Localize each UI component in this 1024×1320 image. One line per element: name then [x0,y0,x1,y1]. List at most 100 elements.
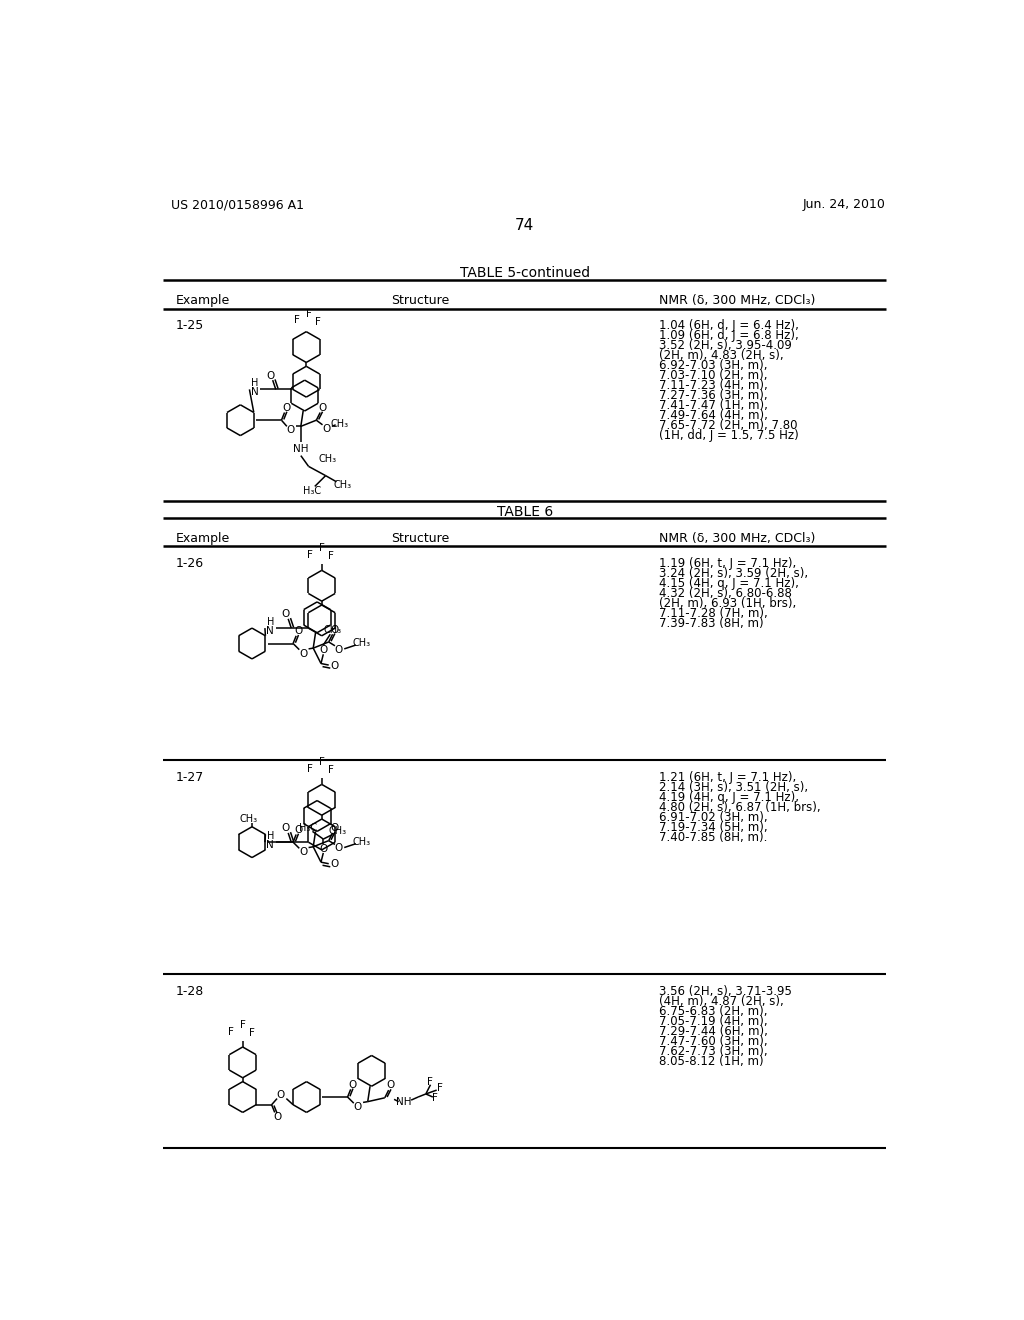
Text: 1-25: 1-25 [176,318,205,331]
Text: H: H [266,616,274,627]
Text: O: O [273,1111,282,1122]
Text: F: F [437,1082,442,1093]
Text: 6.75-6.83 (2H, m),: 6.75-6.83 (2H, m), [658,1006,767,1019]
Text: US 2010/0158996 A1: US 2010/0158996 A1 [171,198,304,211]
Text: 4.19 (4H, q, J = 7.1 Hz),: 4.19 (4H, q, J = 7.1 Hz), [658,792,799,804]
Text: 3.52 (2H, s), 3.95-4.09: 3.52 (2H, s), 3.95-4.09 [658,339,792,351]
Text: 4.80 (2H, s), 6.87 (1H, brs),: 4.80 (2H, s), 6.87 (1H, brs), [658,801,820,814]
Text: 4.32 (2H, s), 6.80-6.88: 4.32 (2H, s), 6.80-6.88 [658,587,792,601]
Text: F: F [249,1028,255,1038]
Text: F: F [427,1077,433,1086]
Text: O: O [330,824,338,833]
Text: (4H, m), 4.87 (2H, s),: (4H, m), 4.87 (2H, s), [658,995,783,1008]
Text: TABLE 6: TABLE 6 [497,506,553,519]
Text: O: O [283,403,291,413]
Text: F: F [307,550,313,560]
Text: 1-27: 1-27 [176,771,205,784]
Text: 7.03-7.10 (2H, m),: 7.03-7.10 (2H, m), [658,368,767,381]
Text: F: F [315,317,321,327]
Text: CH₃: CH₃ [353,837,371,847]
Text: NMR (δ, 300 MHz, CDCl₃): NMR (δ, 300 MHz, CDCl₃) [658,294,815,308]
Text: NH: NH [293,445,308,454]
Text: CH₃: CH₃ [318,454,337,463]
Text: H₃C: H₃C [299,824,316,833]
Text: F: F [307,764,313,774]
Text: F: F [318,758,325,767]
Text: 1.21 (6H, t, J = 7.1 Hz),: 1.21 (6H, t, J = 7.1 Hz), [658,771,796,784]
Text: 7.65-7.72 (2H, m), 7.80: 7.65-7.72 (2H, m), 7.80 [658,418,798,432]
Text: O: O [299,648,307,659]
Text: CH₃: CH₃ [353,639,371,648]
Text: F: F [432,1093,438,1102]
Text: 7.41-7.47 (1H, m),: 7.41-7.47 (1H, m), [658,399,768,412]
Text: O: O [282,610,290,619]
Text: (2H, m), 4.83 (2H, s),: (2H, m), 4.83 (2H, s), [658,348,783,362]
Text: 4.15 (4H, q, J = 7.1 Hz),: 4.15 (4H, q, J = 7.1 Hz), [658,577,799,590]
Text: 1.04 (6H, d, J = 6.4 Hz),: 1.04 (6H, d, J = 6.4 Hz), [658,318,799,331]
Text: (1H, dd, J = 1.5, 7.5 Hz): (1H, dd, J = 1.5, 7.5 Hz) [658,429,799,442]
Text: Jun. 24, 2010: Jun. 24, 2010 [802,198,885,211]
Text: 3.56 (2H, s), 3.71-3.95: 3.56 (2H, s), 3.71-3.95 [658,985,792,998]
Text: N: N [266,841,274,850]
Text: Example: Example [176,532,230,545]
Text: 1.19 (6H, t, J = 7.1 Hz),: 1.19 (6H, t, J = 7.1 Hz), [658,557,796,570]
Text: N: N [266,626,274,636]
Text: O: O [319,645,328,656]
Text: 74: 74 [515,218,535,234]
Text: O: O [319,843,328,854]
Text: 7.11-7.23 (4H, m),: 7.11-7.23 (4H, m), [658,379,768,392]
Text: CH₃: CH₃ [239,814,257,824]
Text: O: O [318,403,327,413]
Text: H₃C: H₃C [303,486,321,496]
Text: 2.14 (3H, s), 3.51 (2H, s),: 2.14 (3H, s), 3.51 (2H, s), [658,781,808,795]
Text: Example: Example [176,294,230,308]
Text: 6.91-7.02 (3H, m),: 6.91-7.02 (3H, m), [658,812,768,825]
Text: 1.09 (6H, d, J = 6.8 Hz),: 1.09 (6H, d, J = 6.8 Hz), [658,329,799,342]
Text: F: F [294,315,300,325]
Text: O: O [323,424,331,434]
Text: 8.05-8.12 (1H, m): 8.05-8.12 (1H, m) [658,1056,764,1068]
Text: 3.24 (2H, s), 3.59 (2H, s),: 3.24 (2H, s), 3.59 (2H, s), [658,568,808,581]
Text: O: O [294,825,303,834]
Text: O: O [353,1102,361,1111]
Text: 7.49-7.64 (4H, m),: 7.49-7.64 (4H, m), [658,409,768,421]
Text: TABLE 5-continued: TABLE 5-continued [460,267,590,280]
Text: (2H, m), 6.93 (1H, brs),: (2H, m), 6.93 (1H, brs), [658,598,796,610]
Text: 7.39-7.83 (8H, m): 7.39-7.83 (8H, m) [658,618,764,631]
Text: 7.62-7.73 (3H, m),: 7.62-7.73 (3H, m), [658,1045,768,1059]
Text: F: F [328,764,334,775]
Text: CH₃: CH₃ [331,418,348,429]
Text: O: O [299,847,307,857]
Text: F: F [328,550,334,561]
Text: CH₃: CH₃ [328,826,346,837]
Text: N: N [251,388,259,397]
Text: CH₃: CH₃ [324,624,342,635]
Text: O: O [387,1081,395,1090]
Text: H: H [251,379,258,388]
Text: 7.40-7.85 (8H, m).: 7.40-7.85 (8H, m). [658,832,767,845]
Text: 7.29-7.44 (6H, m),: 7.29-7.44 (6H, m), [658,1026,768,1039]
Text: Structure: Structure [391,532,450,545]
Text: F: F [318,543,325,553]
Text: NMR (δ, 300 MHz, CDCl₃): NMR (δ, 300 MHz, CDCl₃) [658,532,815,545]
Text: O: O [335,644,343,655]
Text: O: O [276,1090,285,1100]
Text: O: O [349,1080,357,1090]
Text: O: O [330,859,338,870]
Text: 7.19-7.34 (5H, m),: 7.19-7.34 (5H, m), [658,821,768,834]
Text: F: F [240,1020,246,1031]
Text: 7.05-7.19 (4H, m),: 7.05-7.19 (4H, m), [658,1015,768,1028]
Text: Structure: Structure [391,294,450,308]
Text: CH₃: CH₃ [334,480,351,490]
Text: O: O [287,425,295,436]
Text: O: O [266,371,274,380]
Text: O: O [330,624,338,635]
Text: F: F [228,1027,234,1036]
Text: O: O [335,843,343,853]
Text: 7.27-7.36 (3H, m),: 7.27-7.36 (3H, m), [658,388,768,401]
Text: 6.92-7.03 (3H, m),: 6.92-7.03 (3H, m), [658,359,767,372]
Text: 1-26: 1-26 [176,557,204,570]
Text: O: O [294,626,303,636]
Text: O: O [330,661,338,671]
Text: NH: NH [396,1097,412,1106]
